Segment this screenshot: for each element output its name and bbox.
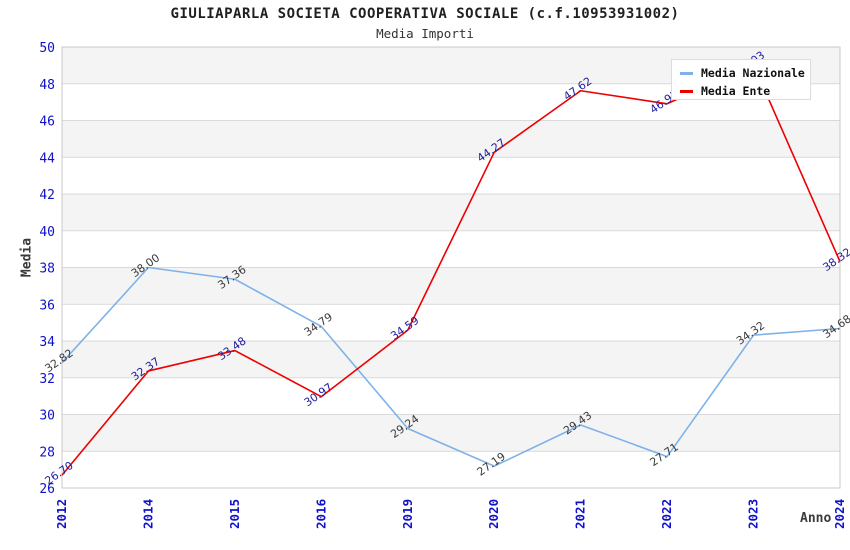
y-tick-label: 42 [39, 188, 55, 203]
x-tick-label: 2019 [400, 499, 415, 529]
legend-item-media-nazionale: Media Nazionale [680, 64, 810, 82]
plot-band [62, 120, 840, 158]
legend-swatch-media-nazionale-icon [680, 71, 693, 75]
y-tick-label: 48 [39, 78, 55, 93]
legend: Media Nazionale Media Ente [671, 59, 811, 100]
x-tick-label: 2015 [227, 499, 242, 529]
y-tick-label: 30 [39, 409, 55, 424]
plot-band [62, 267, 840, 305]
legend-label-media-nazionale: Media Nazionale [701, 66, 805, 80]
x-tick-label: 2014 [140, 499, 155, 529]
y-tick-label: 26 [39, 482, 55, 497]
y-tick-label: 40 [39, 225, 55, 240]
x-tick-label: 2016 [313, 499, 328, 529]
plot-band [62, 230, 840, 268]
series-line-media-nazionale [61, 266, 841, 467]
x-tick-label: 2022 [659, 499, 674, 529]
y-tick-label: 32 [39, 372, 55, 387]
y-tick-label: 34 [39, 335, 55, 350]
plot-band [62, 414, 840, 452]
plot-band [62, 157, 840, 194]
chart-title: GIULIAPARLA SOCIETA COOPERATIVA SOCIALE … [170, 6, 680, 22]
y-tick-label: 38 [39, 262, 55, 277]
x-tick-label: 2020 [486, 499, 501, 529]
x-axis-title: Anno [800, 511, 832, 526]
plot-border [61, 46, 841, 489]
chart-subtitle: Media Importi [376, 26, 474, 41]
plot-band [62, 194, 840, 231]
legend-label-media-ente: Media Ente [701, 84, 771, 98]
plot-band [62, 341, 840, 378]
legend-swatch-media-ente-icon [680, 89, 693, 93]
y-tick-label: 28 [39, 445, 55, 460]
y-tick-label: 46 [39, 115, 55, 130]
y-axis-title: Media [19, 237, 35, 278]
legend-item-media-ente: Media Ente [680, 82, 810, 100]
x-tick-label: 2024 [832, 499, 847, 529]
y-tick-label: 36 [39, 298, 55, 313]
x-tick-label: 2023 [746, 499, 761, 529]
x-tick-label: 2012 [54, 499, 69, 529]
y-tick-label: 44 [39, 151, 55, 166]
plot-band [62, 377, 840, 415]
x-tick-label: 2021 [573, 499, 588, 529]
y-tick-label: 50 [39, 41, 55, 56]
plot-band [62, 304, 840, 341]
plot-band [62, 451, 840, 488]
